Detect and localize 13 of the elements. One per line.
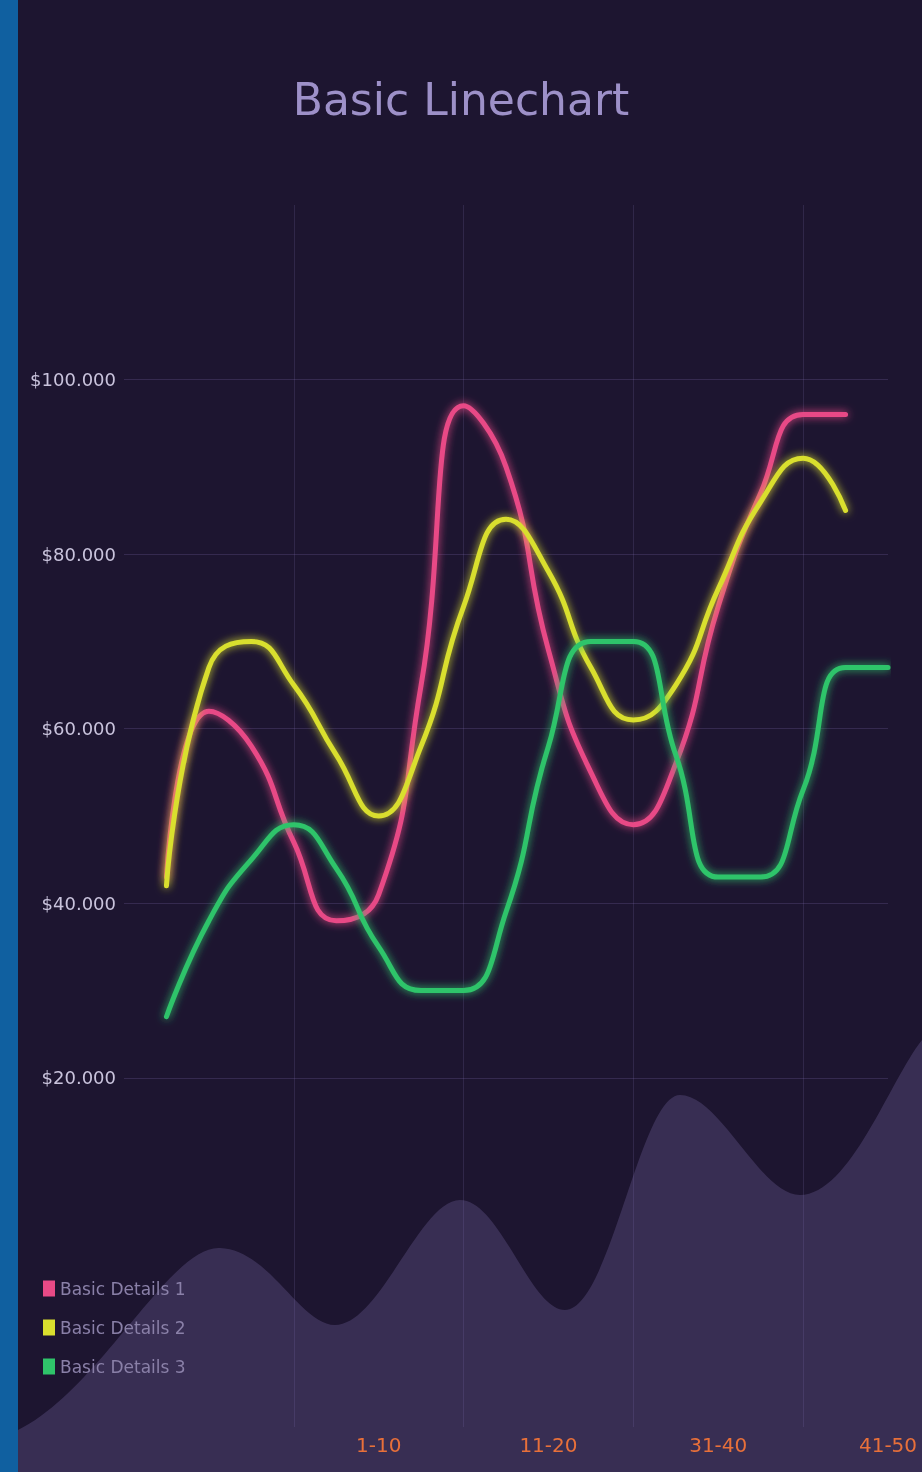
legend-label: Basic Details 3 [60, 1356, 186, 1377]
y-tick-label: $40.000 [41, 892, 116, 914]
y-tick-label: $80.000 [41, 543, 116, 565]
chart-title: Basic Linechart [292, 73, 630, 125]
x-tick-label: 41-50 [858, 1433, 918, 1457]
x-tick-label: 11-20 [519, 1433, 578, 1457]
y-tick-label: $60.000 [41, 718, 116, 740]
x-tick-label: 1-10 [355, 1433, 402, 1457]
legend-label: Basic Details 2 [60, 1317, 186, 1338]
y-tick-label: $100.000 [30, 369, 116, 391]
x-tick-label: 31-40 [689, 1433, 748, 1457]
legend-label: Basic Details 1 [60, 1278, 186, 1299]
y-tick-label: $20.000 [41, 1067, 116, 1089]
